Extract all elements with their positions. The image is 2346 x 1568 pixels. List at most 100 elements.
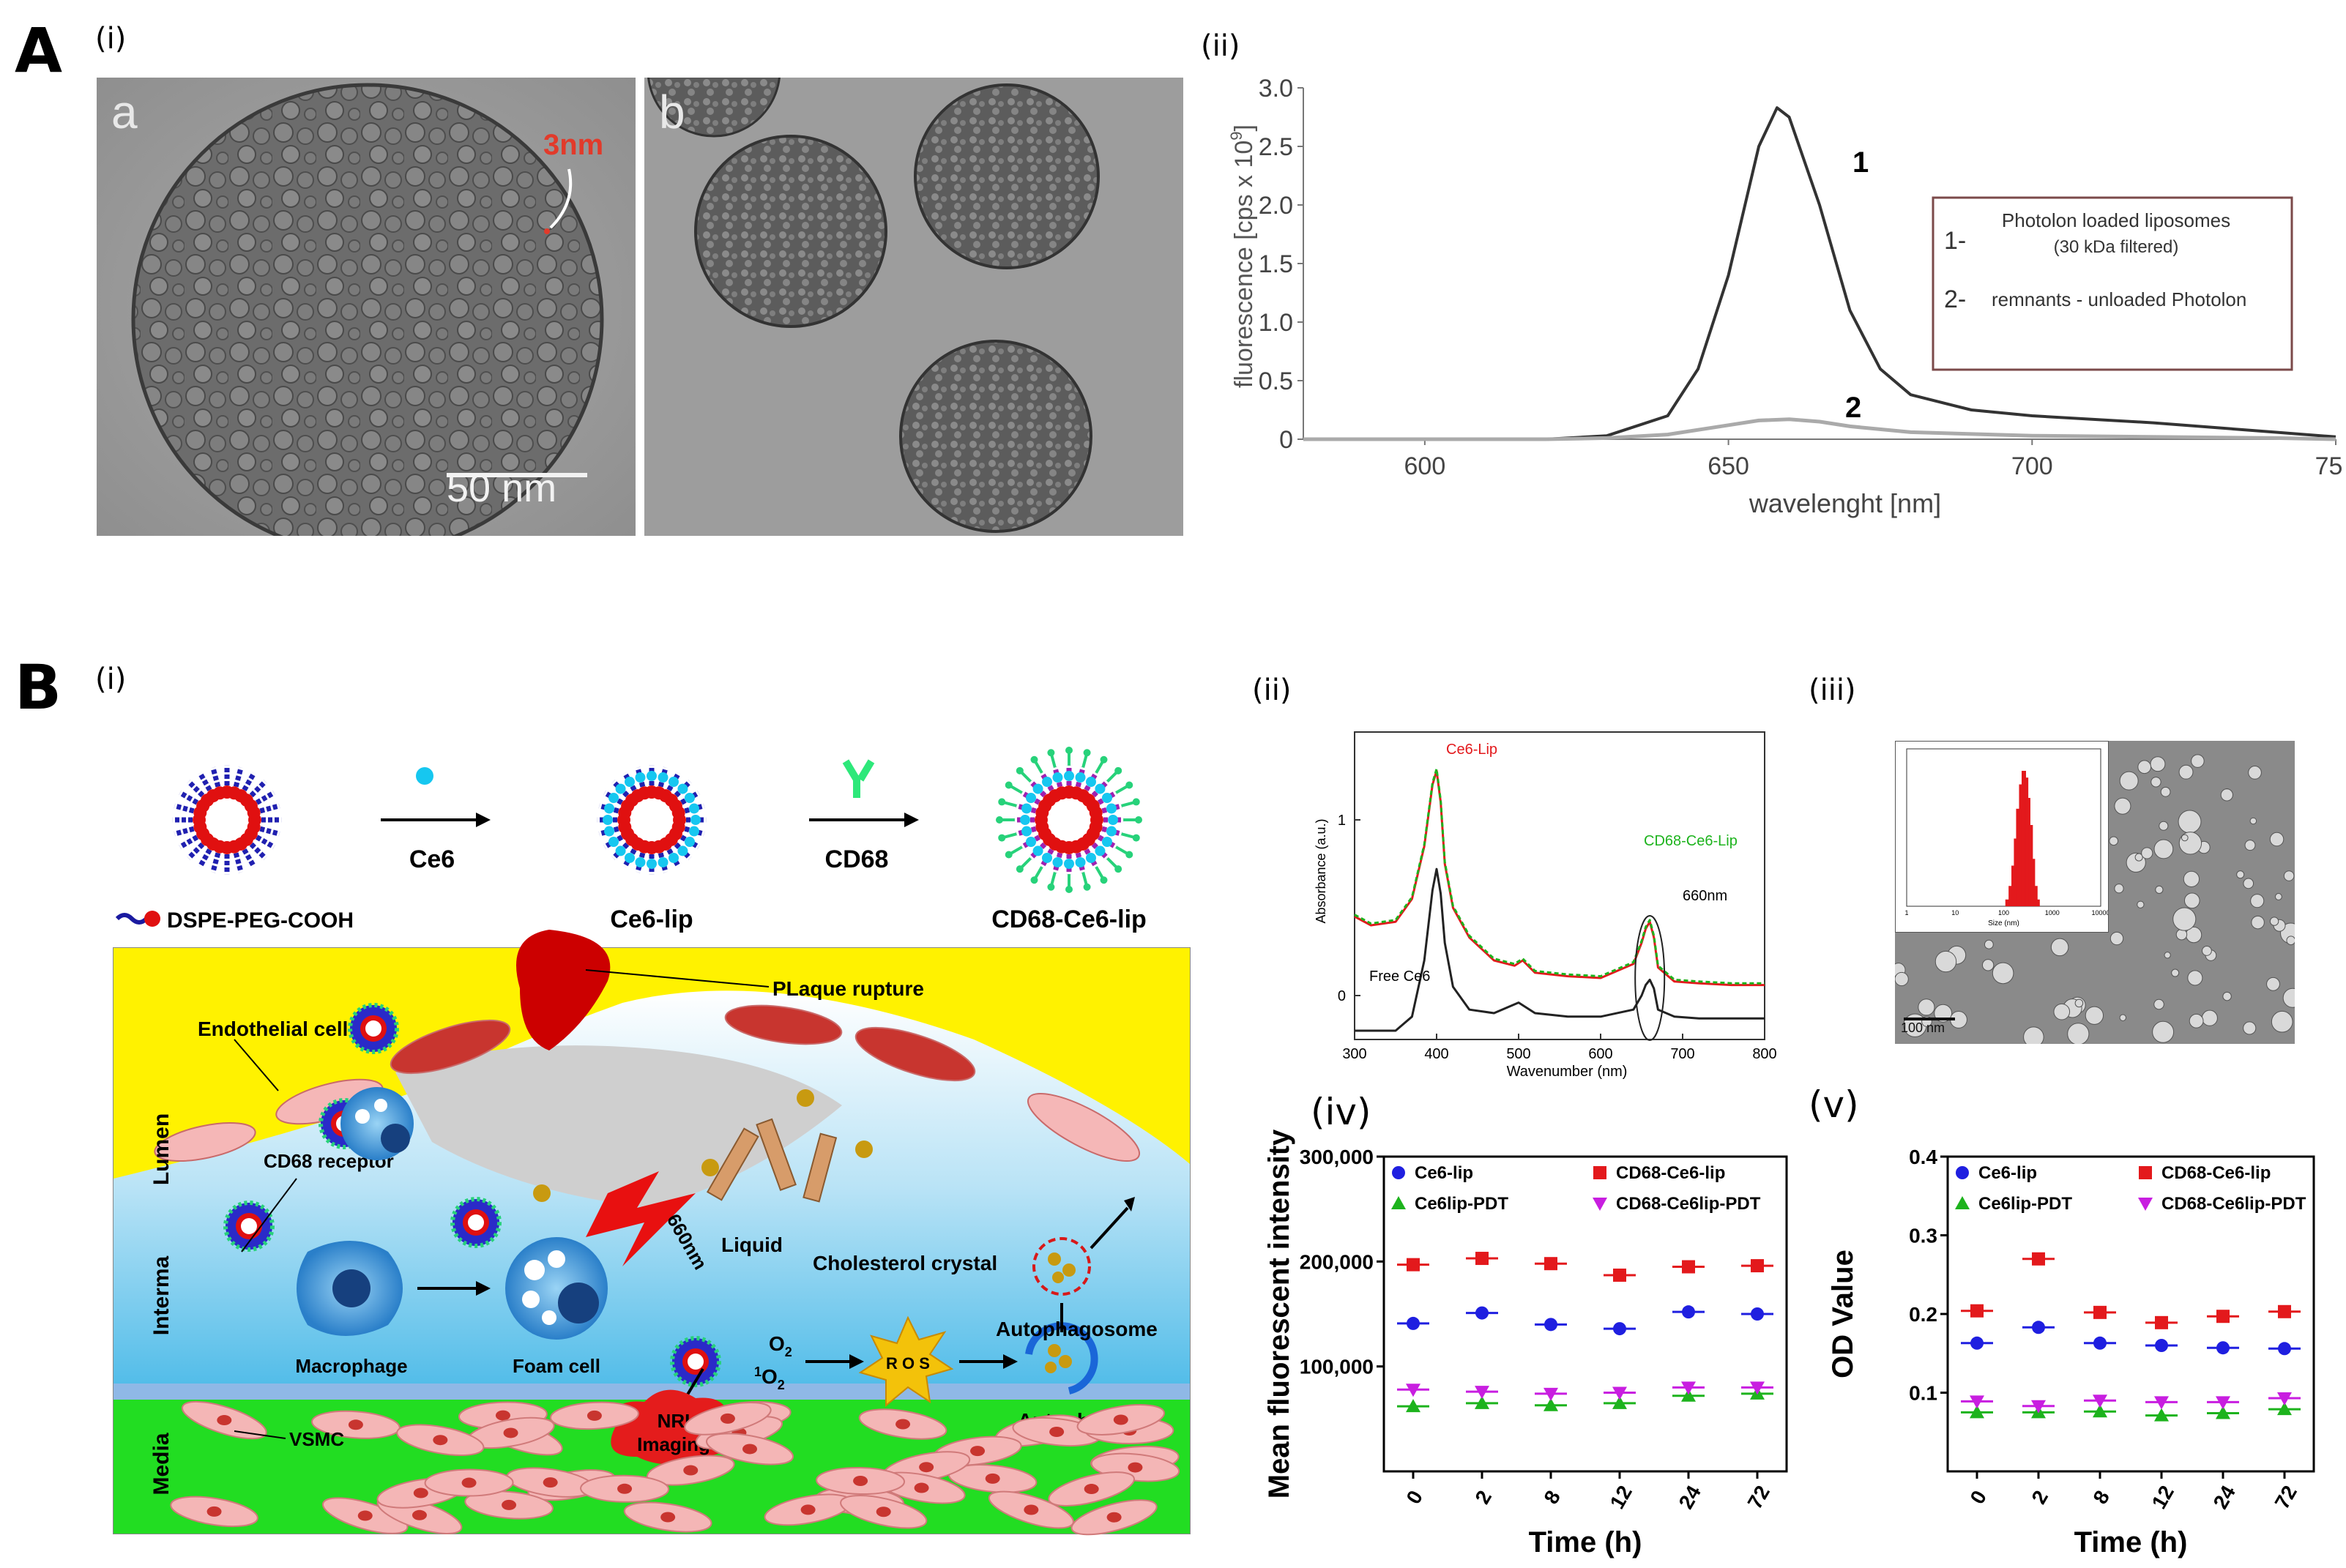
antibody-tip [1132,834,1140,842]
mini-liposome-core [468,1214,484,1231]
inset-x-tick: 10 [1951,909,1959,916]
x-tick-label: 8 [2088,1487,2114,1508]
nanoparticle [2202,946,2212,956]
nanoparticle [2153,998,2164,1010]
x-tick-label: 800 [1752,1046,1776,1062]
nanoparticle [2250,894,2265,908]
legend-1-line2: (30 kDa filtered) [2054,237,2179,257]
vsmc-nucleus [660,1512,676,1523]
tem-image-b-graphic [644,3,1183,536]
label-free-ce6: Free Ce6 [1369,968,1430,985]
x-tick-label: 400 [1424,1046,1448,1062]
nanoparticle [2159,821,2169,831]
data-point-CD68-Ce6-lip [1751,1259,1764,1273]
ce6-dot [1101,793,1112,803]
nanoparticle [2222,991,2232,1001]
histogram-bar [2011,865,2017,906]
vsmc-nucleus [853,1475,868,1486]
panel-a-ii-label: (ii) [1201,29,1240,63]
vsmc-nucleus [412,1509,427,1520]
lipid-head [247,806,261,820]
legend-marker-Ce6lip-PDT [1391,1196,1406,1209]
data-point-Ce6-lip [2278,1342,2291,1356]
label-ce6: Ce6 [409,845,455,873]
x-tick-label: 0 [1401,1487,1427,1508]
ce6-dot [688,803,699,814]
label-dspe: DSPE-PEG-COOH [167,908,354,933]
data-point-CD68-Ce6-lip [2093,1305,2107,1319]
x-tick-label: 2 [1470,1487,1496,1508]
legend-marker-Ce6-lip [1392,1166,1405,1179]
vsmc-nucleus [720,1413,735,1424]
x-tick-label: 12 [2148,1482,2178,1512]
nanoparticle [2114,797,2131,815]
data-point-CD68-Ce6-lip [2278,1304,2291,1318]
lipid-tail [187,780,209,802]
lipid-tail [250,831,275,850]
ce6-dot [1020,815,1030,825]
ce6-dot [677,845,688,856]
nanoparticle [2119,1014,2127,1021]
y-tick-label: 0.5 [1259,367,1293,395]
ce6-dot [688,826,699,837]
data-point-Ce6lip-PDT [2154,1408,2169,1422]
ce6-dot [1032,845,1043,856]
antibody-tip [1047,883,1055,891]
vsmc-nucleus [461,1477,477,1488]
ce6-dot [684,793,695,803]
nanoparticle [2286,936,2295,946]
vsmc-cells [170,1400,1180,1536]
antibody-tip [1005,781,1013,789]
data-point-CD68-Ce6lip-PDT [1612,1386,1627,1400]
ce6-dot [608,837,619,847]
data-point-CD68-Ce6-lip [1475,1252,1489,1266]
vsmc-nucleus [919,1462,934,1473]
legend-marker-CD68-Ce6-lip [2139,1166,2152,1179]
inset-x-tick: 10000 [2091,909,2108,916]
histogram-bar [2033,886,2038,906]
vsmc-nucleus [914,1482,929,1493]
ce6-dot [615,783,626,794]
x-tick-label: 600 [1588,1046,1612,1062]
data-point-CD68-Ce6lip-PDT [1543,1387,1558,1401]
antibody-tip [1083,883,1091,891]
x-tick-label: 700 [2011,452,2053,480]
nanoparticle [2160,786,2171,797]
chart-b-iv-plot: 100,000 200,000 300,000 0 2 8 12 24 72 Time (h) Me… [1263,1129,1788,1558]
x-tick-label: 300 [1342,1046,1366,1062]
ce6-dot [647,859,657,869]
label-cd68-ce6-lip-curve: CD68-Ce6-Lip [1644,833,1738,849]
data-point-CD68-Ce6lip-PDT [1406,1384,1420,1397]
nanoparticle [2150,756,2166,772]
lipid-tail [231,845,244,873]
data-point-CD68-Ce6lip-PDT [2031,1400,2046,1414]
y-tick-label: 0.4 [1909,1146,1937,1168]
nanoparticle [2191,754,2205,768]
ce6-dot [647,771,657,781]
histogram-bar [2025,798,2030,906]
tem-b-label: b [659,86,685,138]
ce6-dot [669,852,679,863]
chart-b-ii-plot: 0 1 300 400 500 600 700 800 [1338,731,1777,1062]
chart-a-ii-ylabel: fluorescence [cps x 109] [1227,124,1258,388]
ce6-dot [1086,852,1096,863]
nanoparticle [2243,1021,2257,1035]
vsmc-nucleus [1049,1427,1065,1438]
antibody-tip [1125,851,1133,859]
lipid-tail [250,790,275,809]
endothelial-cells [154,1004,1141,1162]
lipid-tail [253,824,280,837]
nanoparticle [2269,832,2284,847]
liposome-core [630,798,674,842]
chart-a-ii: 0 0.5 1.0 1.5 2.0 2.5 3.0 600 650 700 750 fluoresc… [1227,75,2343,518]
mini-liposome-core [688,1354,704,1370]
histogram-bar [2030,859,2036,906]
lipid-tail [210,766,223,794]
x-axis-label: Time (h) [1529,1526,1642,1558]
ce6-dot [608,793,619,803]
data-point-Ce6-lip [1970,1336,1984,1350]
nanoparticle [2251,915,2265,930]
ce6-dot [1026,837,1037,847]
liposome-cd68 [996,747,1142,893]
legend-marker-CD68-Ce6-lip [1593,1166,1606,1179]
